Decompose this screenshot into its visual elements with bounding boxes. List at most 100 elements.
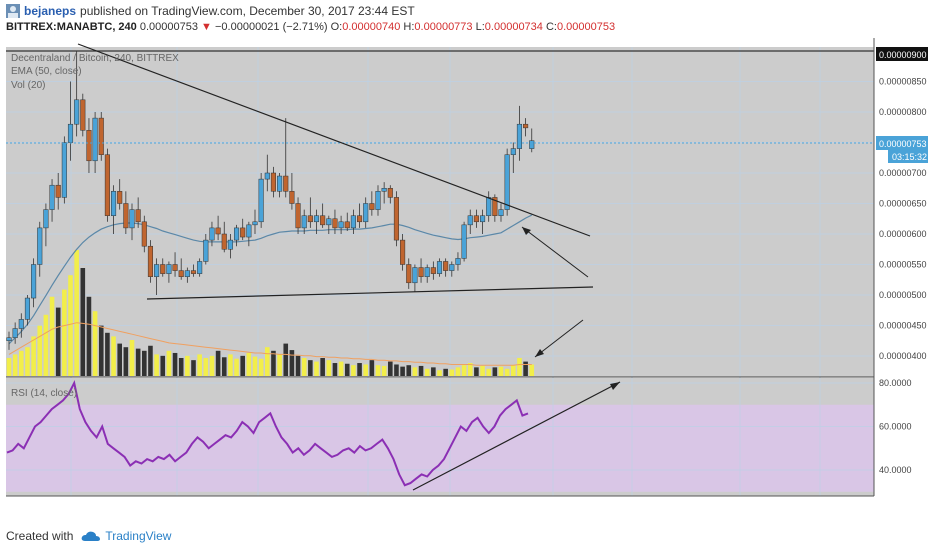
main-legend: Decentraland / Bitcoin, 240, BITTREX EMA…	[11, 53, 179, 399]
volume-bar	[517, 358, 522, 376]
candle	[443, 258, 449, 277]
volume-bar	[252, 356, 258, 376]
volume-bar	[412, 367, 418, 376]
candle	[55, 173, 61, 210]
candle	[449, 261, 455, 277]
volume-bar	[246, 352, 252, 376]
rsi-trendline[interactable]	[412, 381, 621, 491]
drawings[interactable]	[77, 43, 621, 491]
price-tick-label: 0.00000800	[879, 107, 927, 117]
candle	[117, 179, 123, 210]
volume-bar	[80, 268, 86, 376]
candle	[455, 252, 461, 271]
rsi-tick-label: 80.0000	[879, 378, 912, 388]
ema-arrow-line[interactable]	[521, 226, 589, 278]
candle	[523, 118, 529, 137]
volume-bar	[271, 350, 276, 376]
volume-bar	[62, 289, 67, 376]
symbol-bar: BITTREX:MANABTC, 240 0.00000753 ▼ −0.000…	[6, 21, 615, 33]
volume-bar	[492, 367, 498, 376]
candle	[295, 197, 301, 234]
last-price-label: 0.00000753	[879, 139, 927, 149]
volume-bar	[504, 368, 510, 376]
candle	[473, 209, 479, 228]
volume-bar	[19, 350, 24, 376]
author-name[interactable]: bejaneps	[24, 4, 77, 18]
candle	[18, 313, 24, 338]
legend-vol: Vol (20)	[11, 80, 45, 91]
candle	[166, 261, 172, 283]
candle	[184, 267, 190, 283]
chart-area[interactable]: Decentraland / Bitcoin, 240, BITTREX EMA…	[0, 0, 932, 500]
candle	[252, 209, 258, 234]
candle	[197, 258, 203, 277]
candle	[154, 258, 160, 295]
volume-bar	[240, 355, 245, 376]
volume-bar	[394, 364, 399, 376]
volume-bar	[12, 354, 18, 376]
volume-bar	[31, 336, 36, 376]
triangle-lower-trendline[interactable]	[146, 286, 594, 300]
candle	[221, 221, 227, 253]
volume-bar	[25, 347, 30, 376]
last-price: 0.00000753	[139, 21, 198, 33]
volume-bar	[111, 336, 116, 376]
tradingview-brand[interactable]: TradingView	[105, 529, 172, 543]
volume-bar	[295, 355, 301, 376]
volume-bar	[265, 347, 270, 376]
rsi-line	[6, 380, 529, 487]
candle	[6, 331, 12, 350]
candle	[283, 118, 289, 198]
volume-bar	[455, 367, 461, 376]
candle	[436, 258, 443, 277]
candle	[147, 240, 153, 283]
main-pane[interactable]	[6, 47, 874, 377]
candle	[363, 197, 369, 228]
volume-bar	[301, 358, 307, 376]
triangle-upper-trendline[interactable]	[77, 43, 591, 237]
volume-bar	[351, 365, 356, 376]
candle	[172, 252, 178, 277]
volume-bar	[388, 361, 393, 376]
volume-bar	[209, 355, 215, 376]
candle	[37, 221, 43, 277]
price-tick-label: 0.00000450	[879, 321, 927, 331]
candle	[135, 197, 141, 228]
close-value: 0.00000753	[556, 21, 616, 33]
candle	[61, 136, 67, 204]
low-label: L:	[475, 21, 485, 33]
volume-arrow-line[interactable]	[534, 319, 584, 358]
rsi-tick-label: 40.0000	[879, 465, 912, 475]
volume-bar	[135, 348, 141, 376]
volume-bar	[344, 363, 350, 376]
volume-bar	[461, 365, 467, 376]
volume-bar	[326, 360, 332, 376]
volume-bar	[486, 368, 491, 376]
countdown-label: 03:15:32	[892, 152, 927, 162]
candle	[381, 182, 387, 204]
rsi-axis[interactable]: 80.0000 60.0000 40.0000	[879, 378, 912, 475]
ema-arrow-icon	[522, 227, 531, 235]
candle	[258, 173, 264, 228]
volume-bar	[86, 296, 92, 376]
candle	[393, 191, 399, 247]
candle	[424, 264, 430, 283]
volume-bar	[467, 363, 473, 376]
volume-bar	[258, 358, 264, 376]
volume-bar	[129, 340, 135, 376]
candle	[406, 258, 412, 289]
volume-bar	[431, 367, 436, 376]
candle	[344, 212, 350, 231]
rsi-band	[6, 404, 874, 492]
volume-bar	[283, 343, 289, 376]
price-axis[interactable]: 0.00000850 0.00000800 0.00000700 0.00000650…	[879, 77, 927, 362]
candle	[332, 209, 338, 234]
ema-line	[8, 214, 533, 345]
high-value: 0.00000773	[414, 21, 473, 33]
price-tick-label: 0.00000650	[879, 199, 927, 209]
close-label: C:	[545, 21, 557, 33]
volume-bar	[123, 347, 129, 376]
volume-bar	[49, 296, 55, 376]
volume-arrow-icon	[535, 349, 544, 357]
user-avatar[interactable]	[6, 4, 20, 18]
